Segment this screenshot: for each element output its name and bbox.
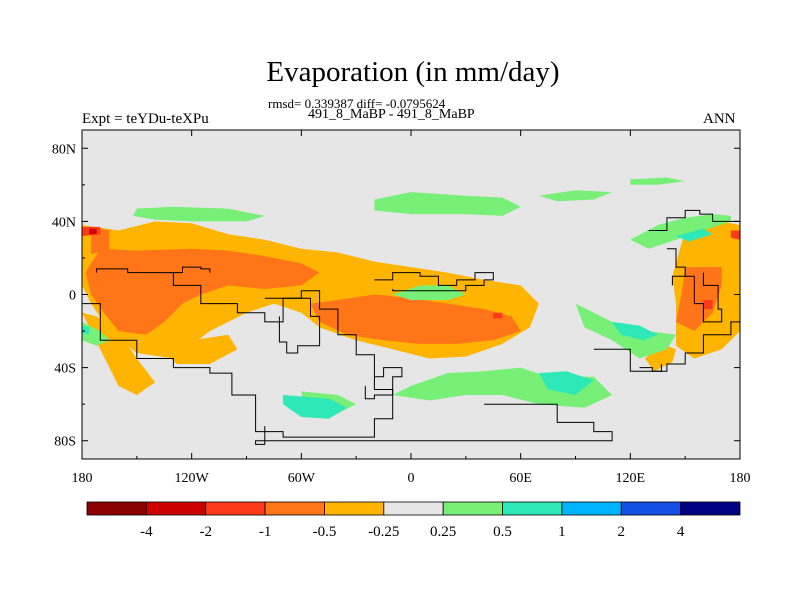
coastline-7 [648, 209, 740, 231]
y-tick-label-2: 0 [69, 289, 76, 304]
colorbar-swatch-0 [86, 501, 147, 516]
field-region-10 [730, 230, 740, 240]
colorbar-label-8: 2 [618, 524, 626, 540]
colorbar-swatch-3 [264, 501, 325, 516]
x-tick-label-6: 180 [730, 471, 751, 486]
colorbar-label-5: 0.25 [430, 524, 456, 540]
field-region-16 [538, 190, 613, 202]
coastline-2 [374, 272, 494, 292]
field-layer [82, 177, 740, 419]
colorbar-swatch-4 [324, 501, 385, 516]
colorbar-swatch-5 [383, 501, 444, 516]
field-region-8 [676, 267, 722, 332]
field-region-11 [493, 312, 503, 319]
y-tick-label-4: 80S [54, 435, 76, 450]
chart-subtitle: 491_8_MaBP - 491_8_MaBP [308, 107, 475, 122]
y-tick-label-0: 80N [52, 142, 76, 157]
colorbar-label-3: -0.5 [313, 524, 337, 540]
colorbar-label-7: 1 [558, 524, 566, 540]
colorbar-swatch-1 [145, 501, 207, 516]
coastline-1 [173, 266, 211, 274]
chart-title: Evaporation (in mm/day) [266, 56, 560, 88]
field-region-24 [538, 371, 594, 395]
y-axis: 80N 40N 0 40S 80S [52, 142, 740, 450]
coastline-5 [255, 403, 613, 445]
colorbar-swatch-2 [205, 501, 266, 516]
field-region-15 [374, 192, 521, 216]
x-tick-label-2: 60W [288, 471, 316, 486]
field-region-28 [82, 325, 90, 335]
field-region-4 [645, 343, 676, 372]
field-region-6 [310, 294, 521, 344]
colorbar-label-4: -0.25 [368, 524, 399, 540]
field-region-5 [85, 248, 320, 335]
colorbar-label-1: -2 [199, 524, 212, 540]
x-tick-label-1: 120W [175, 471, 210, 486]
field-region-14 [133, 206, 265, 222]
x-tick-label-3: 0 [408, 471, 415, 486]
coastline-8 [666, 248, 686, 286]
field-region-26 [612, 321, 658, 341]
coastline-6 [593, 312, 740, 372]
colorbar: -4 -2 -1 -0.5 -0.25 0.25 0.5 1 2 4 [86, 501, 741, 540]
colorbar-swatch-8 [561, 501, 622, 516]
colorbar-label-9: 4 [677, 524, 685, 540]
field-region-23 [392, 285, 466, 300]
colorbar-label-6: 0.5 [493, 524, 512, 540]
colorbar-label-2: -1 [259, 524, 272, 540]
coastline-9 [685, 272, 723, 323]
x-tick-label-0: 180 [72, 471, 93, 486]
coastline-layer [82, 209, 740, 445]
field-region-27 [676, 228, 713, 242]
field-region-13 [89, 228, 97, 235]
colorbar-swatch-6 [442, 501, 503, 516]
coastline-3 [364, 367, 403, 400]
colorbar-swatch-9 [620, 501, 682, 516]
x-tick-label-4: 60E [509, 471, 532, 486]
colorbar-swatch-10 [680, 501, 741, 516]
field-region-2 [164, 334, 238, 364]
experiment-label: Expt = teYDu-teXPu [82, 111, 209, 127]
y-tick-label-3: 40S [54, 362, 76, 377]
colorbar-swatch-7 [502, 501, 563, 516]
field-region-18 [630, 214, 731, 249]
field-region-17 [630, 177, 686, 185]
coastline-0 [82, 268, 394, 438]
x-tick-label-5: 120E [616, 471, 646, 486]
coastline-4 [264, 297, 321, 354]
x-axis: 180 120W 60W 0 60E 120E 180 [72, 130, 751, 486]
season-label: ANN [703, 111, 736, 127]
field-region-12 [703, 300, 713, 310]
field-region-25 [283, 395, 347, 419]
stats-line: rmsd= 0.339387 diff= -0.0795624 [268, 96, 446, 111]
colorbar-label-0: -4 [140, 524, 153, 540]
y-tick-label-1: 40N [52, 215, 76, 230]
coastline-10 [639, 364, 662, 372]
